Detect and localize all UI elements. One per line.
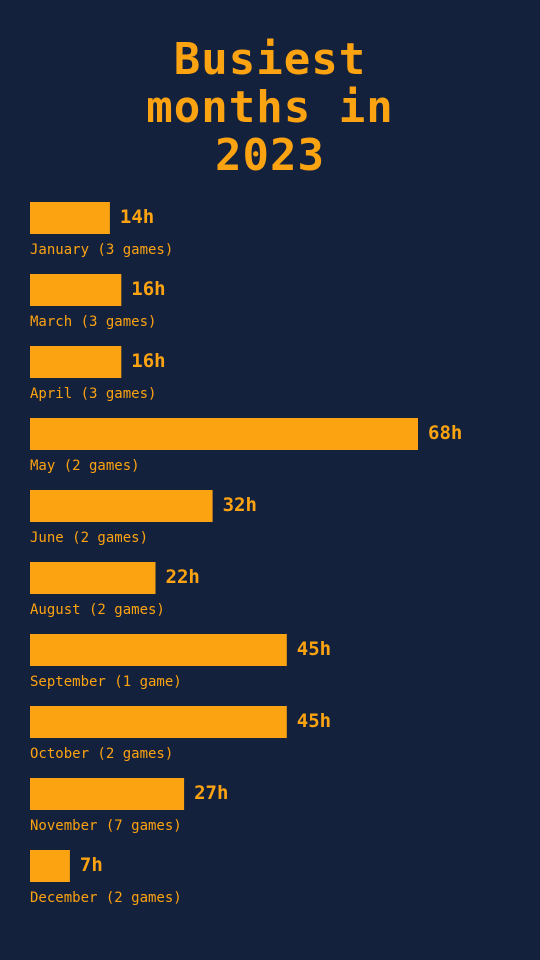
bar-category-label: November (7 games) (30, 818, 182, 834)
bar-row: 27h November (7 games) (30, 778, 228, 834)
bar-row: 14h January (3 games) (30, 202, 173, 258)
bar-value-label: 45h (297, 710, 331, 732)
bar-value-label: 27h (194, 782, 228, 804)
bar-row: 68h May (2 games) (30, 418, 462, 474)
chart-title-line-3: 2023 (215, 130, 325, 181)
bar-row: 16h March (3 games) (30, 274, 166, 330)
bar-category-label: January (3 games) (30, 242, 173, 258)
bar (30, 778, 185, 810)
bar (30, 634, 287, 666)
bar-value-label: 14h (120, 206, 154, 228)
bar (30, 418, 418, 450)
bar-row: 16h April (3 games) (30, 346, 166, 402)
bar-category-label: March (3 games) (30, 314, 156, 330)
bar-category-label: October (2 games) (30, 746, 173, 762)
bar (30, 490, 213, 522)
bar-category-label: August (2 games) (30, 602, 165, 618)
bar-category-label: September (1 game) (30, 674, 182, 690)
bar-value-label: 16h (131, 278, 165, 300)
bar (30, 346, 122, 378)
bar-category-label: April (3 games) (30, 386, 156, 402)
bar (30, 850, 70, 882)
chart-title-line-1: Busiest (173, 34, 367, 85)
bar-value-label: 22h (166, 566, 200, 588)
bar-value-label: 32h (223, 494, 257, 516)
bar-category-label: May (2 games) (30, 458, 140, 474)
bar-category-label: December (2 games) (30, 890, 182, 906)
bar-value-label: 45h (297, 638, 331, 660)
bar-value-label: 68h (428, 422, 462, 444)
bar-row: 45h October (2 games) (30, 706, 331, 762)
bar-row: 45h September (1 game) (30, 634, 331, 690)
bar-row: 7h December (2 games) (30, 850, 182, 906)
bar-row: 32h June (2 games) (30, 490, 257, 546)
bar-value-label: 7h (80, 854, 103, 876)
chart-title-line-2: months in (146, 82, 394, 133)
bar (30, 202, 110, 234)
bar-category-label: June (2 games) (30, 530, 148, 546)
bar (30, 274, 122, 306)
bar-value-label: 16h (131, 350, 165, 372)
chart-title: Busiest months in 2023 (0, 36, 540, 180)
bar (30, 562, 156, 594)
bar (30, 706, 287, 738)
